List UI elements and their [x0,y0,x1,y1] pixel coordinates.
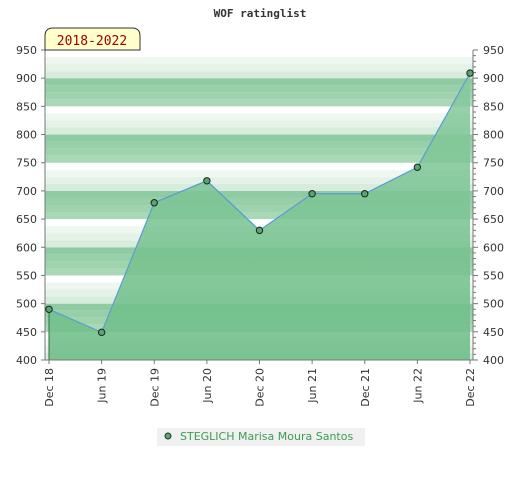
x-tick-label: Dec 18 [43,368,56,407]
background-band [45,212,473,220]
background-band [45,57,473,65]
y-tick-labels-right: 400 450 500 550 600 650 700 750 800 850 900 950 [483,44,504,367]
background-band [45,141,473,149]
y-tick-label-right: 900 [483,72,504,85]
background-band [45,50,473,58]
x-tick-label: Jun 20 [201,368,214,404]
chart-title: WOF ratinglist [214,7,307,20]
x-tick-label: Dec 22 [464,368,477,407]
series-area [49,73,470,360]
y-tick-label-left: 450 [16,326,37,339]
background-band [45,176,473,184]
y-tick-labels-left: 400 450 500 550 600 650 700 750 800 850 900 950 [16,44,37,367]
data-point [466,69,474,77]
background-band [45,113,473,121]
x-tick-labels: Dec 18 Jun 19 Dec 19 Jun 20 Dec 20 Jun 21 Dec … [43,368,477,407]
background-band [45,78,473,86]
y-tick-label-right: 700 [483,185,504,198]
background-band [45,85,473,93]
y-tick-label-right: 450 [483,326,504,339]
background-band [45,64,473,72]
data-point [203,177,211,185]
legend: STEGLICH Marisa Moura Santos [157,428,365,446]
y-tick-label-left: 900 [16,72,37,85]
x-tick-label: Dec 19 [148,368,161,407]
y-tick-label-left: 950 [16,44,37,57]
data-point [150,199,158,207]
background-band [45,127,473,135]
data-point [45,305,53,313]
x-tick-label: Jun 22 [411,368,424,404]
legend-series-label: STEGLICH Marisa Moura Santos [180,430,353,443]
background-band [45,190,473,198]
y-tick-label-left: 600 [16,241,37,254]
y-tick-label-left: 550 [16,269,37,282]
x-tick-label: Jun 21 [306,368,319,404]
year-range-badge: 2018-2022 [44,27,141,51]
y-tick-label-left: 700 [16,185,37,198]
y-tick-label-right: 850 [483,100,504,113]
y-tick-label-right: 550 [483,269,504,282]
background-band [45,148,473,156]
legend-marker-icon [164,432,172,440]
background-band [45,197,473,205]
y-tick-label-right: 650 [483,213,504,226]
y-tick-label-right: 800 [483,129,504,142]
y-tick-label-right: 500 [483,298,504,311]
y-tick-label-left: 850 [16,100,37,113]
background-band [45,92,473,100]
background-band [45,205,473,213]
y-tick-label-right: 400 [483,354,504,367]
background-band [45,106,473,114]
y-tick-label-right: 950 [483,44,504,57]
data-point [361,190,369,198]
background-band [45,169,473,177]
background-band [45,71,473,79]
x-tick-label: Dec 21 [359,368,372,407]
y-tick-label-right: 750 [483,157,504,170]
data-point [97,328,106,337]
y-tick-label-left: 650 [16,213,37,226]
background-band [45,162,473,170]
y-tick-label-left: 400 [16,354,37,367]
y-tick-label-left: 800 [16,129,37,142]
year-range-label: 2018-2022 [57,34,127,49]
y-tick-label-left: 750 [16,157,37,170]
y-tick-label-left: 500 [16,298,37,311]
data-markers [45,69,474,337]
background-band [45,99,473,107]
background-band [45,155,473,163]
x-tick-label: Dec 20 [254,368,267,407]
data-point [413,163,422,171]
x-tick-label: Jun 19 [96,368,109,404]
y-tick-label-right: 600 [483,241,504,254]
background-band [45,219,473,227]
background-band [45,120,473,128]
background-band [45,183,473,191]
data-point [308,190,316,198]
data-point [255,226,264,235]
axes [41,49,478,364]
background-band [45,134,473,142]
